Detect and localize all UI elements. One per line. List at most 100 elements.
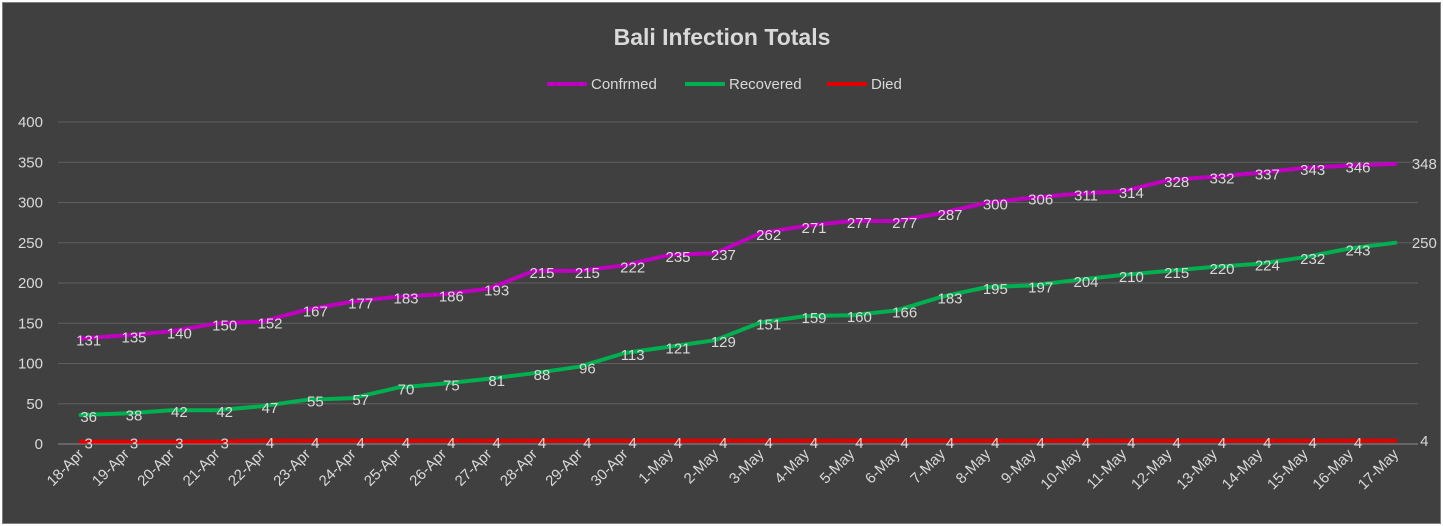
data-label: 183 (937, 291, 962, 308)
data-label: 243 (1345, 242, 1370, 259)
data-label: 215 (529, 265, 554, 282)
legend-label: Confrmed (591, 76, 657, 93)
data-label: 343 (1300, 162, 1325, 179)
data-label: 81 (488, 373, 505, 390)
data-label: 4 (674, 435, 682, 452)
data-label: 348 (1412, 156, 1437, 173)
data-label: 4 (1172, 435, 1180, 452)
data-label: 4 (810, 435, 818, 452)
series-line-died (78, 438, 1398, 444)
data-label: 177 (348, 296, 373, 313)
series-line-recovered (78, 240, 1398, 417)
data-label: 151 (756, 316, 781, 333)
x-tick-label: 18-Apr (44, 446, 88, 490)
x-tick-label: 5-May (817, 445, 859, 487)
data-label: 332 (1209, 171, 1234, 188)
x-tick-label: 12-May (1128, 445, 1176, 493)
x-tick-label: 19-Apr (89, 446, 133, 490)
legend: Confrmed Recovered Died (547, 76, 902, 93)
y-tick-label: 250 (18, 235, 43, 252)
y-axis-ticks: 0 50 100 150 200 250 300 350 400 (18, 114, 43, 453)
data-label: 113 (621, 347, 645, 364)
data-label: 4 (1127, 435, 1135, 452)
y-tick-label: 0 (35, 436, 43, 453)
data-label: 4 (628, 435, 636, 452)
data-label: 140 (167, 325, 192, 342)
data-label: 183 (393, 291, 418, 308)
data-label: 195 (983, 281, 1008, 298)
x-tick-label: 4-May (771, 445, 813, 487)
x-tick-label: 6-May (862, 445, 904, 487)
y-tick-label: 50 (26, 396, 43, 413)
data-label: 4 (1308, 435, 1316, 452)
data-label: 4 (946, 435, 954, 452)
data-label: 4 (1036, 435, 1044, 452)
data-label: 150 (212, 317, 237, 334)
data-label: 4 (311, 435, 319, 452)
y-tick-label: 350 (18, 154, 43, 171)
data-label: 277 (847, 215, 872, 232)
x-tick-label: 30-Apr (588, 446, 632, 490)
data-label: 4 (764, 435, 772, 452)
x-tick-label: 25-Apr (361, 446, 405, 490)
data-label: 277 (892, 215, 917, 232)
data-label: 4 (900, 435, 908, 452)
data-label: 131 (76, 333, 101, 350)
x-tick-label: 8-May (953, 445, 995, 487)
data-label: 152 (257, 316, 282, 333)
data-label: 4 (1218, 435, 1226, 452)
data-label: 4 (266, 435, 274, 452)
data-label: 314 (1119, 185, 1144, 202)
data-label: 4 (1082, 435, 1090, 452)
data-label: 204 (1073, 274, 1098, 291)
data-label: 3 (220, 436, 228, 453)
data-label: 4 (1354, 435, 1362, 452)
x-tick-label: 1-May (635, 445, 677, 487)
data-label: 4 (719, 435, 727, 452)
x-tick-label: 26-Apr (406, 446, 450, 490)
x-tick-label: 28-Apr (497, 446, 541, 490)
x-tick-label: 13-May (1173, 445, 1221, 493)
x-tick-label: 9-May (998, 445, 1040, 487)
y-tick-label: 200 (18, 275, 43, 292)
data-label: 167 (303, 304, 328, 321)
data-label: 250 (1412, 235, 1437, 252)
data-label: 262 (756, 227, 781, 244)
x-tick-label: 15-May (1264, 445, 1312, 493)
chart-title: Bali Infection Totals (614, 24, 831, 50)
data-labels: 131 135 140 150 152 167 177 183 186 193 215 215 222 2… (76, 156, 1437, 453)
data-label: 4 (991, 435, 999, 452)
data-label: 220 (1209, 261, 1234, 278)
data-label: 4 (1263, 435, 1271, 452)
line-chart: Bali Infection Totals Confrmed Recovered D… (18, 24, 1437, 493)
data-label: 197 (1028, 279, 1053, 296)
series-line-confrmed (78, 161, 1398, 341)
x-tick-label: 21-Apr (180, 446, 224, 490)
data-label: 346 (1345, 159, 1370, 176)
x-tick-label: 16-May (1309, 445, 1357, 493)
data-label: 232 (1300, 251, 1325, 268)
x-tick-label: 7-May (907, 445, 949, 487)
data-label: 4 (1420, 433, 1428, 450)
data-label: 159 (801, 310, 826, 327)
x-tick-label: 3-May (726, 445, 768, 487)
y-tick-label: 400 (18, 114, 43, 131)
data-label: 47 (262, 400, 279, 417)
data-label: 193 (484, 283, 509, 300)
data-label: 3 (175, 436, 183, 453)
x-tick-label: 2-May (681, 445, 723, 487)
data-label: 337 (1255, 167, 1280, 184)
data-label: 186 (439, 288, 464, 305)
data-label: 4 (447, 435, 455, 452)
data-label: 160 (847, 309, 872, 326)
data-label: 135 (121, 329, 146, 346)
x-axis-ticks: 18-Apr 19-Apr 20-Apr 21-Apr 22-Apr 23-Apr 24-A… (44, 445, 1403, 493)
x-tick-label: 17-May (1355, 445, 1403, 493)
x-tick-label: 20-Apr (134, 446, 178, 490)
data-label: 3 (84, 436, 92, 453)
data-label: 224 (1255, 258, 1280, 275)
data-label: 166 (892, 304, 917, 321)
data-label: 300 (983, 197, 1008, 214)
data-label: 215 (575, 265, 600, 282)
